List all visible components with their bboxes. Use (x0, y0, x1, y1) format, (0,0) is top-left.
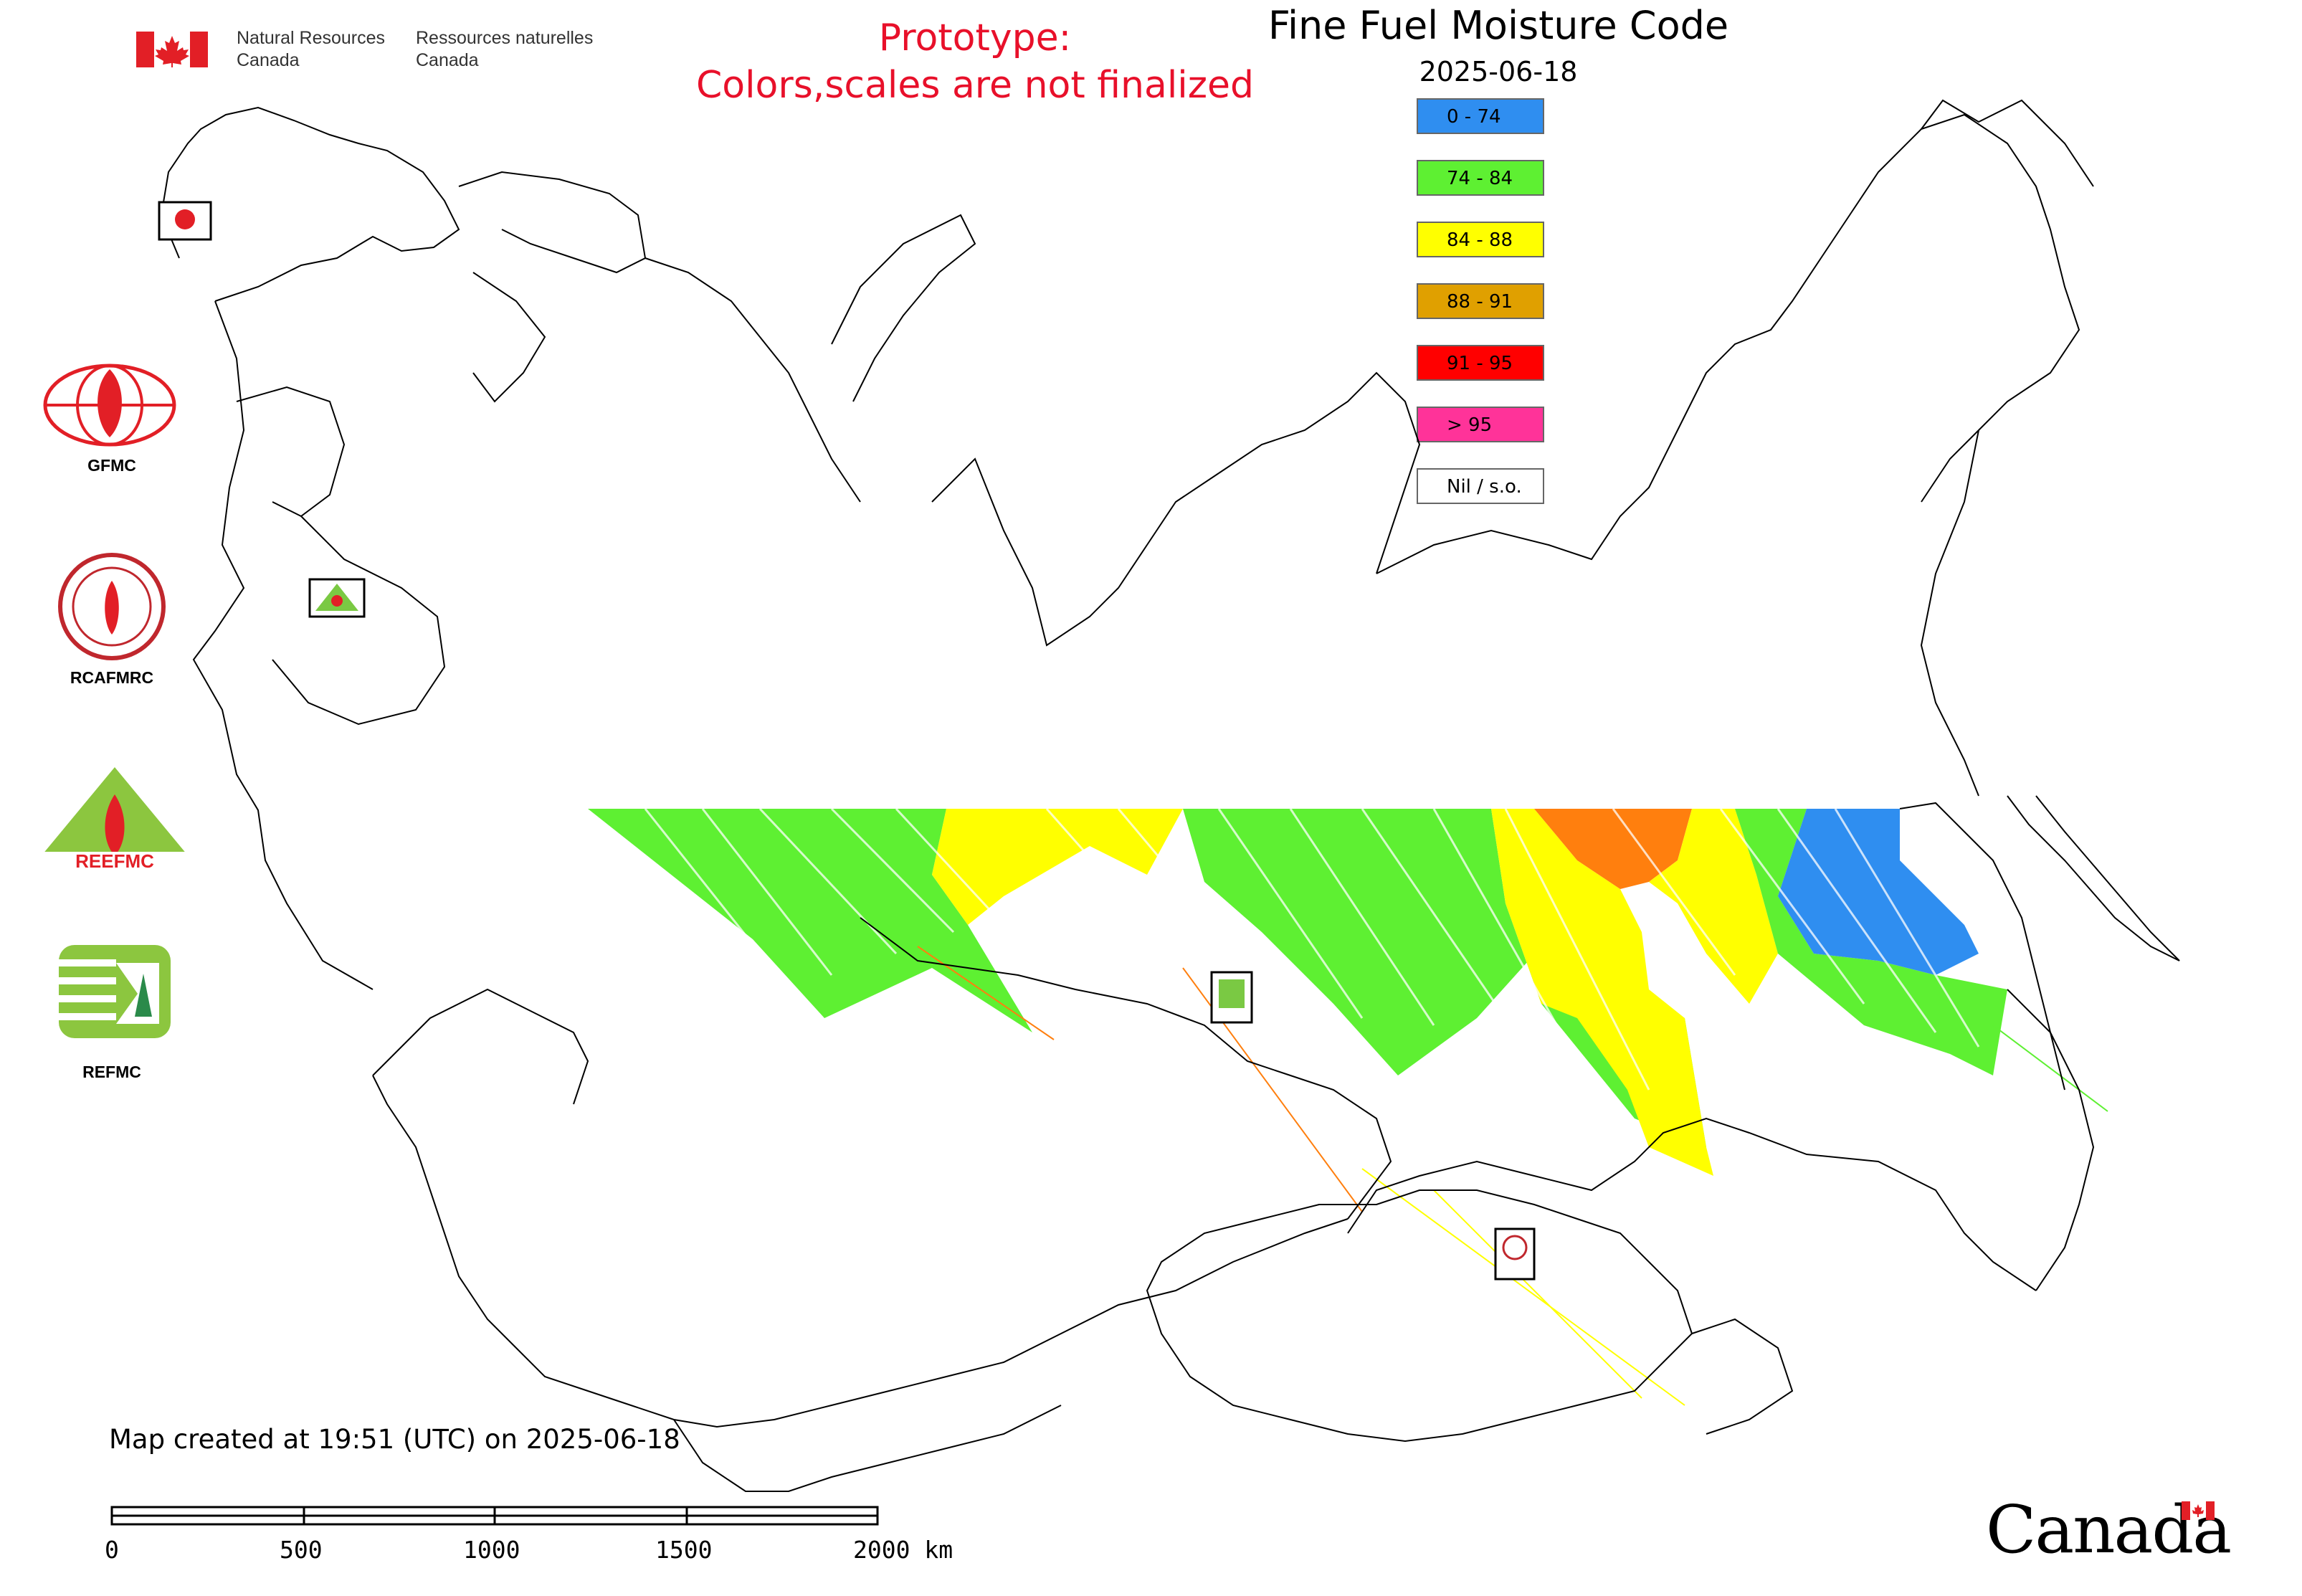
okhotsk-coast (1899, 802, 2065, 1091)
map-date: 2025-06-18 (1419, 56, 1578, 87)
map-title: Fine Fuel Moisture Code (1267, 3, 1729, 48)
legend-item-gt-95: > 95 (1417, 407, 1544, 442)
reefmc-logo: REEFMC (39, 767, 191, 872)
white-sea (472, 272, 546, 403)
refmc-logo (59, 945, 171, 1038)
scandinavia-coast (160, 106, 460, 302)
caucasus-caspian (372, 988, 589, 1105)
novaya-zemlya (831, 214, 976, 402)
swath-orange-zone (1534, 809, 1692, 889)
prototype-line-2: Colors,scales are not finalized (695, 64, 1255, 107)
china-inner (1691, 1318, 1794, 1435)
boundaries (160, 99, 2180, 1492)
agency-name-fr: Ressources naturelles Canada (416, 28, 594, 70)
scale-label-500: 500 (280, 1536, 323, 1564)
scale-label-1500: 1500 (655, 1536, 713, 1564)
scale-bar (110, 1506, 879, 1526)
central-asia (673, 1405, 1062, 1492)
map-centre-markers (158, 201, 1536, 1281)
kazakhstan-border (860, 917, 1392, 1220)
legend-item-nil: Nil / s.o. (1417, 468, 1544, 504)
canada-flag-icon (136, 32, 208, 67)
swath-green-center (1183, 809, 1706, 1147)
swath-stripes (644, 807, 1980, 1091)
ffmc-data-swath (588, 807, 2108, 1406)
swath-yellow-west (932, 809, 1183, 925)
agency-name-en: Natural Resources Canada (237, 28, 386, 70)
yamal-coast (931, 457, 1219, 647)
legend-item-88-91: 88 - 91 (1417, 283, 1544, 319)
mongolia-outline (1146, 1189, 1693, 1443)
refmc-label: REFMC (82, 1063, 141, 1081)
scale-label-1000: 1000 (463, 1536, 520, 1564)
swath-green-west (588, 809, 1032, 1032)
china-border (1347, 1117, 2037, 1291)
arctic-coast-east (1376, 113, 2080, 574)
kazakhstan-south (372, 1075, 1349, 1428)
arctic-coast-west (645, 257, 861, 503)
swath-yellow-east (1649, 809, 1778, 1004)
prototype-notice: Prototype: Colors,scales are not finaliz… (609, 14, 1341, 109)
legend-item-0-74: 0 - 74 (1417, 98, 1544, 134)
kola-peninsula (458, 171, 647, 274)
prototype-line-1: Prototype: (878, 16, 1072, 60)
rcafmrc-map-marker (1494, 1227, 1536, 1281)
map-created-timestamp: Map created at 19:51 (UTC) on 2025-06-18 (109, 1424, 680, 1455)
europe-outline (192, 300, 374, 990)
kamchatka (1920, 429, 1979, 797)
swath-green-east (1735, 809, 2007, 1075)
chukotka (1921, 99, 2094, 187)
canada-wordmark-flag-icon (2182, 1501, 2215, 1520)
sakhalin (2007, 795, 2180, 961)
legend-item-84-88: 84 - 88 (1417, 222, 1544, 257)
svg-text:REEFMC: REEFMC (75, 850, 154, 872)
swath-yellow-center (1491, 809, 1713, 1176)
canada-wordmark: Canada (1986, 1491, 2232, 1568)
ukraine-belarus (272, 516, 446, 726)
legend-item-74-84: 74 - 84 (1417, 160, 1544, 196)
swath-blue-east (1778, 809, 1979, 975)
rcafmrc-logo (58, 553, 166, 660)
gfmc-logo (43, 364, 176, 447)
canada-wordmark-text: Canada (1986, 1491, 2232, 1568)
legend-item-91-95: 91 - 95 (1417, 345, 1544, 381)
gfmc-label: GFMC (87, 456, 136, 475)
baltic-states (236, 386, 346, 518)
rcafmrc-label: RCAFMRC (70, 668, 154, 687)
taymyr-coast (1218, 371, 1421, 574)
scale-label-0: 0 (105, 1536, 119, 1564)
scale-label-2000: 2000 km (853, 1536, 953, 1564)
primorye (2007, 989, 2095, 1291)
